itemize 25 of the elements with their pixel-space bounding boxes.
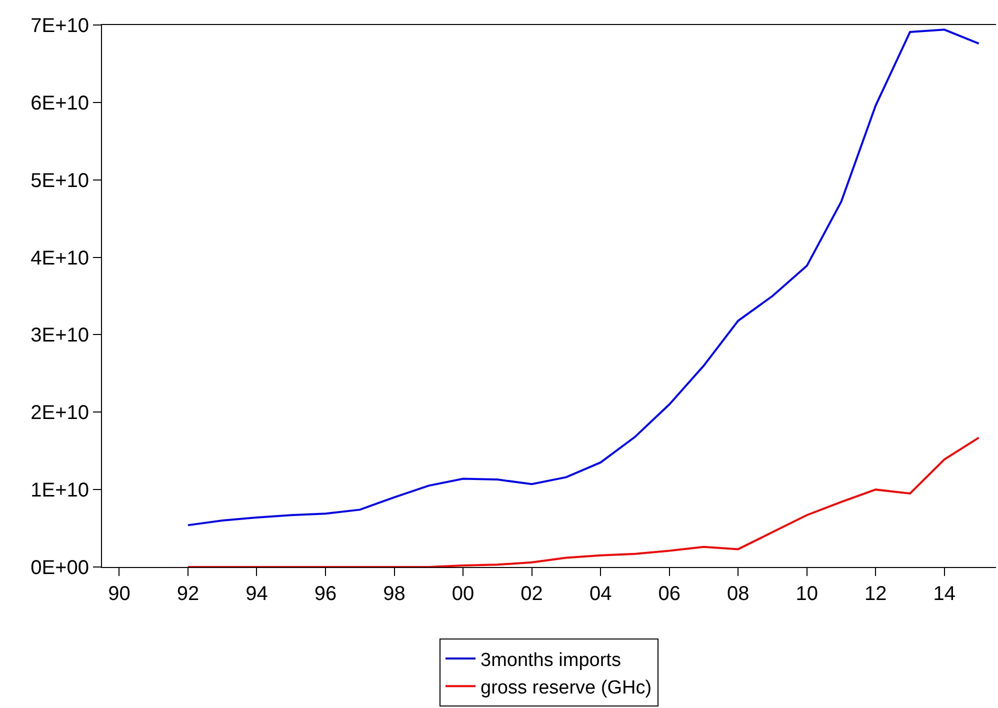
- x-tick-label: 06: [658, 583, 680, 605]
- x-tick-label: 04: [589, 583, 612, 605]
- x-tick-label: 08: [726, 583, 750, 605]
- x-tick-label: 00: [452, 583, 474, 605]
- y-tick-label: 2E+10: [30, 402, 89, 424]
- x-tick-label: 98: [383, 583, 406, 605]
- legend-label: gross reserve (GHc): [480, 678, 652, 699]
- y-tick-label: 7E+10: [30, 15, 89, 37]
- x-tick-label: 94: [246, 583, 268, 605]
- x-tick-label: 96: [314, 583, 337, 605]
- y-tick-label: 5E+10: [30, 170, 89, 192]
- legend-label: 3months imports: [480, 650, 621, 671]
- y-tick-label: 4E+10: [30, 247, 89, 270]
- y-tick-label: 6E+10: [30, 92, 89, 114]
- x-tick-label: 90: [108, 583, 130, 605]
- y-tick-label: 1E+10: [30, 480, 89, 502]
- x-tick-label: 10: [796, 583, 818, 605]
- x-tick-label: 02: [520, 583, 543, 605]
- y-tick-label: 0E+00: [30, 557, 89, 579]
- x-tick-label: 12: [864, 583, 887, 605]
- x-tick-label: 92: [176, 583, 200, 605]
- line-series: [186, 436, 980, 567]
- line-series: [186, 28, 980, 526]
- x-tick-label: 14: [933, 583, 956, 605]
- y-tick-label: 3E+10: [30, 324, 89, 347]
